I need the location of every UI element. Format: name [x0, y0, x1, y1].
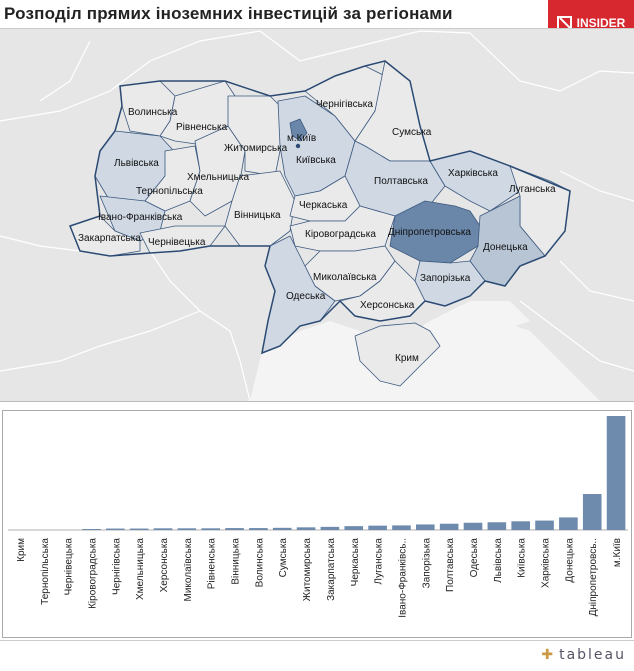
bar-7[interactable] [177, 528, 197, 530]
x-tick-label-12: Житомирська [302, 538, 313, 602]
x-tick-label-24: Дніпропетровсь.. [588, 538, 599, 616]
bar-13[interactable] [320, 526, 340, 530]
bar-22[interactable] [535, 520, 554, 530]
bar-16[interactable] [392, 525, 411, 530]
label-zhytomyr: Житомирська [224, 143, 288, 154]
label-poltava: Полтавська [374, 176, 428, 187]
kyiv-city-marker [295, 143, 301, 149]
footer: ✚ tableau [0, 640, 634, 671]
x-tick-label-20: Львівська [493, 538, 504, 583]
bar-18[interactable] [439, 523, 459, 530]
label-kyiv-city: м.Київ [287, 133, 316, 144]
bar-11[interactable] [272, 527, 292, 530]
bar-24[interactable] [582, 494, 602, 530]
ukraine-map-svg: Волинська Рівненська Львівська Тернопіль… [0, 30, 634, 402]
x-tick-label-0: Крим [16, 538, 27, 562]
bar-chart[interactable]: Крим Тернопільська Чернівецька Кіровоградсь… [0, 408, 634, 636]
region-kyiv-city[interactable] [289, 118, 308, 142]
x-tick-label-25: м.Київ [612, 538, 623, 567]
label-vinnytsia: Вінницька [234, 210, 281, 221]
region-kharkiv[interactable] [429, 150, 521, 212]
tableau-logo[interactable]: ✚ tableau [541, 647, 626, 663]
x-tick-label-7: Миколаївська [183, 538, 194, 602]
x-tick-label-10: Волинська [254, 538, 265, 588]
bar-8[interactable] [201, 528, 220, 530]
x-tick-label-14: Черкаська [350, 538, 361, 587]
x-tick-label-19: Одеська [469, 538, 480, 578]
label-lviv: Львівська [114, 158, 159, 169]
region-map[interactable]: Волинська Рівненська Львівська Тернопіль… [0, 28, 634, 402]
ukraine-outline [69, 60, 571, 355]
label-kherson: Херсонська [360, 300, 415, 311]
region-kirovohrad[interactable] [289, 205, 396, 252]
label-luhansk: Луганська [509, 184, 556, 195]
bar-15[interactable] [368, 525, 387, 530]
x-tick-label-8: Рівненська [207, 538, 218, 590]
label-sumy: Сумська [392, 127, 432, 138]
bar-4[interactable] [106, 528, 125, 530]
label-ivano-frankivsk: Івано-Франківська [98, 212, 183, 223]
bar-12[interactable] [296, 527, 316, 530]
bar-25[interactable] [606, 416, 626, 530]
x-tick-label-15: Луганська [374, 538, 385, 585]
label-kirovohrad: Кіровоградська [305, 229, 376, 240]
label-chernihiv: Чернігівська [316, 99, 373, 110]
label-crimea: Крим [395, 353, 419, 364]
tableau-plus-icon: ✚ [541, 647, 556, 663]
label-khmelnytskyi: Хмельницька [187, 172, 249, 183]
x-tick-label-17: Запорізька [421, 538, 432, 589]
label-dnipropetrovsk: Дніпропетровська [388, 227, 471, 238]
bar-5[interactable] [129, 528, 149, 530]
label-mykolaiv: Миколаївська [313, 272, 377, 283]
bar-19[interactable] [463, 522, 483, 530]
label-cherkasy: Черкаська [299, 200, 348, 211]
label-ternopil: Тернопільська [136, 186, 203, 197]
label-donetsk: Донецька [483, 242, 528, 253]
x-tick-label-23: Донецька [564, 538, 575, 583]
x-tick-label-2: Чернівецька [64, 538, 75, 596]
x-tick-label-4: Чернігівська [111, 538, 122, 595]
insider-logo-text: INSIDER [576, 16, 626, 30]
x-tick-label-5: Хмельницька [135, 538, 146, 600]
label-volyn: Волинська [128, 107, 178, 118]
label-chernivtsi: Чернівецька [148, 237, 206, 248]
azov-sea [440, 301, 530, 341]
bar-21[interactable] [511, 521, 530, 530]
bar-20[interactable] [487, 522, 507, 530]
x-tick-label-3: Кіровоградська [87, 538, 98, 609]
x-tick-label-16: Івано-Франківсь.. [397, 538, 408, 618]
x-tick-label-18: Полтавська [445, 538, 456, 592]
page-title: Розподіл прямих іноземних інвестицій за … [4, 4, 453, 23]
label-kharkiv: Харківська [448, 168, 498, 179]
bar-9[interactable] [225, 528, 244, 530]
label-zaporizhzhia: Запорізька [420, 273, 471, 284]
region-ternopil[interactable] [144, 145, 201, 212]
bar-3[interactable] [82, 529, 101, 530]
x-tick-label-6: Херсонська [159, 538, 170, 593]
label-zakarpattia: Закарпатська [78, 233, 141, 244]
bar-14[interactable] [344, 526, 364, 530]
regions-layer [69, 60, 571, 387]
bar-23[interactable] [559, 517, 578, 530]
bar-17[interactable] [416, 524, 435, 530]
neighbor-borders [0, 30, 634, 402]
label-odesa: Одеська [286, 291, 326, 302]
x-tick-label-9: Вінницька [231, 538, 242, 585]
region-labels: Волинська Рівненська Львівська Тернопіль… [78, 99, 556, 364]
x-tick-label-1: Тернопільська [40, 538, 51, 605]
bar-6[interactable] [153, 528, 173, 530]
label-rivne: Рівненська [176, 122, 228, 133]
x-tick-label-13: Закарпатська [326, 538, 337, 601]
tableau-logo-text: tableau [559, 647, 626, 663]
x-tick-label-11: Сумська [278, 538, 289, 578]
label-kyiv-oblast: Київська [296, 155, 336, 166]
bar-10[interactable] [249, 528, 268, 530]
x-tick-label-21: Київська [517, 538, 528, 578]
region-crimea[interactable] [354, 322, 441, 387]
x-tick-label-22: Харківська [541, 538, 552, 588]
